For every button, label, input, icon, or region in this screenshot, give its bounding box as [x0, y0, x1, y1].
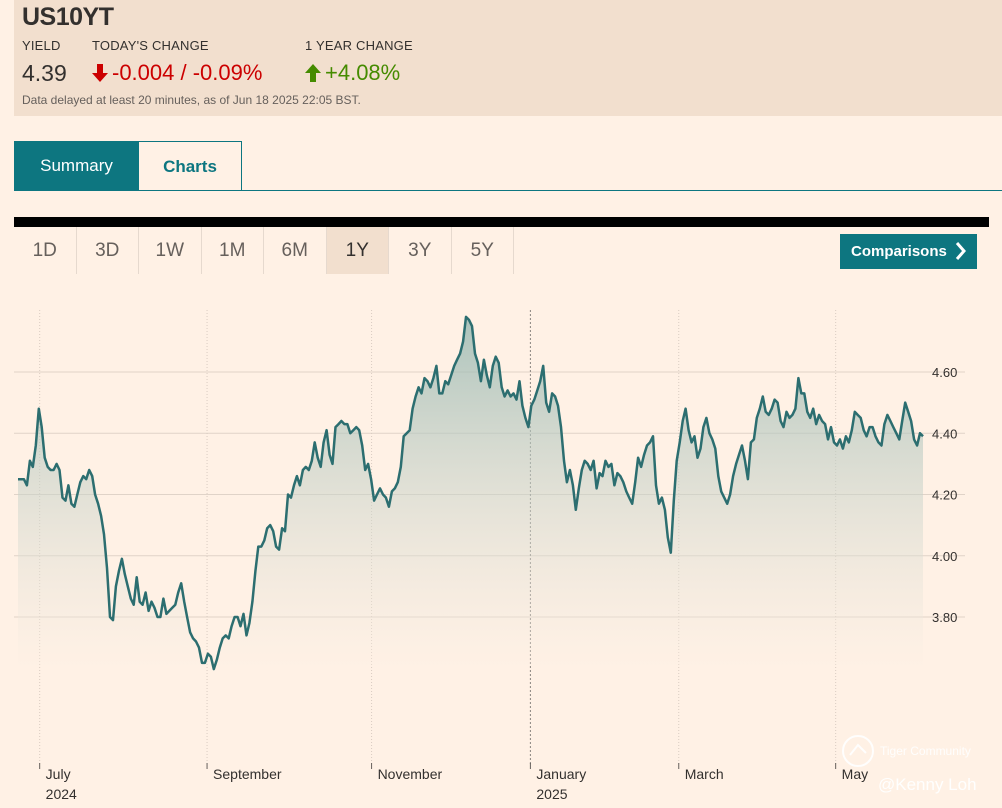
range-5y[interactable]: 5Y [452, 227, 514, 274]
watermark-title: Tiger Community [880, 744, 971, 758]
range-1m[interactable]: 1M [202, 227, 264, 274]
x-tick-label: March [685, 766, 724, 782]
tab-charts[interactable]: Charts [138, 141, 242, 191]
arrow-down-icon [92, 64, 108, 82]
range-1w[interactable]: 1W [139, 227, 202, 274]
arrow-up-icon [305, 64, 321, 82]
chevron-right-icon [955, 241, 967, 265]
watermark-author: @Kenny Loh [878, 775, 977, 794]
delay-note: Data delayed at least 20 minutes, as of … [22, 93, 361, 107]
quote-header: US10YT YIELD TODAY'S CHANGE 1 YEAR CHANG… [14, 0, 1002, 116]
year-change: +4.08% [305, 60, 400, 86]
x-year-label: 2025 [536, 786, 567, 802]
range-3y[interactable]: 3Y [389, 227, 452, 274]
area-fill [18, 316, 923, 670]
tab-summary[interactable]: Summary [14, 141, 139, 191]
y-axis: 4.60 4.40 4.20 4.00 3.80 [932, 365, 957, 625]
watermark: Tiger Community @Kenny Loh [840, 733, 990, 803]
tiger-logo-icon [840, 733, 876, 774]
x-tick-label: September [213, 766, 282, 782]
yield-value: 4.39 [22, 60, 67, 86]
comparisons-label: Comparisons [851, 243, 947, 260]
series-line [18, 315, 924, 671]
range-selector: 1D 3D 1W 1M 6M 1Y 3Y 5Y [14, 227, 514, 274]
range-1d[interactable]: 1D [14, 227, 77, 274]
vertical-gridlines [39, 310, 837, 765]
chart-top-rule [14, 217, 989, 227]
range-3d[interactable]: 3D [77, 227, 139, 274]
x-tick-label: November [378, 766, 443, 782]
x-axis: July 2024 September November January 2025 Marc… [39, 763, 868, 802]
symbol-title: US10YT [22, 3, 114, 31]
x-tick-label: May [842, 766, 868, 782]
y-tick-label: 4.20 [932, 488, 957, 503]
range-1y[interactable]: 1Y [326, 227, 389, 274]
y-tick-label: 4.60 [932, 365, 957, 380]
year-change-value: +4.08% [325, 60, 401, 85]
y-tick-label: 4.00 [932, 549, 957, 564]
y-tick-label: 3.80 [932, 610, 957, 625]
x-tick-label: July [46, 766, 71, 782]
todays-change-label: TODAY'S CHANGE [92, 38, 209, 53]
y-tick-label: 4.40 [932, 426, 957, 441]
todays-change: -0.004 / -0.09% [92, 60, 262, 86]
year-change-label: 1 YEAR CHANGE [305, 38, 413, 53]
x-tick-label: January [536, 766, 586, 782]
todays-change-value: -0.004 / -0.09% [112, 60, 263, 85]
comparisons-button[interactable]: Comparisons [840, 234, 977, 269]
range-6m[interactable]: 6M [264, 227, 327, 274]
yield-label: YIELD [22, 38, 61, 53]
yield-chart[interactable]: 4.60 4.40 4.20 4.00 3.80 July 2024 September No… [0, 280, 1002, 808]
x-year-label: 2024 [46, 786, 77, 802]
tabs-divider [14, 190, 1002, 191]
